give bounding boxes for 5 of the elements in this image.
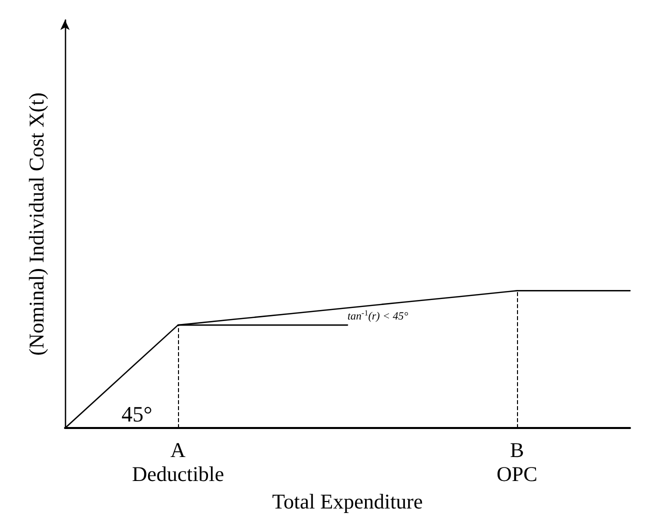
annotation: 45° [122,402,152,427]
y-axis-title: (Nominal) Individual Cost X(t) [24,92,48,356]
x-tick-label: A Deductible [132,438,224,486]
x-axis-title: Total Expenditure [272,490,423,514]
x-tick-label: B OPC [496,438,538,486]
